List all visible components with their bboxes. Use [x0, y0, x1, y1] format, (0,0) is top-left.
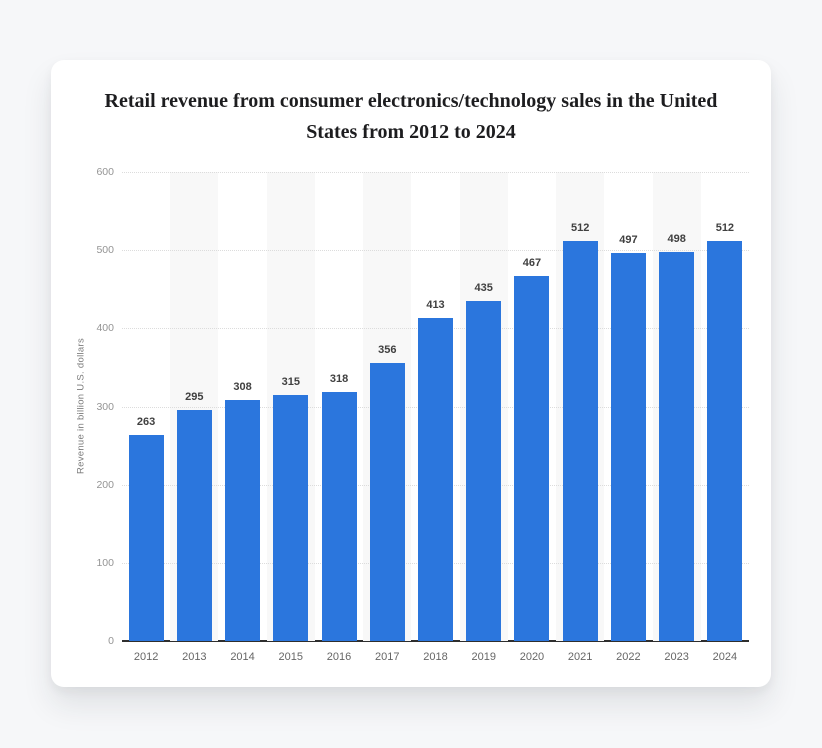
x-tick-label-2014: 2014 — [230, 651, 255, 663]
value-label-2023: 498 — [667, 232, 686, 245]
chart-card: Retail revenue from consumer electronics… — [51, 60, 771, 687]
gridline-600 — [122, 172, 749, 173]
bar-2015[interactable] — [273, 394, 309, 641]
value-label-2019: 435 — [474, 281, 493, 294]
bar-2014[interactable] — [225, 400, 261, 641]
y-tick-label-500: 500 — [96, 244, 114, 257]
x-tick-label-2022: 2022 — [616, 651, 641, 663]
value-label-2018: 413 — [426, 299, 445, 312]
bar-2019[interactable] — [466, 300, 502, 641]
value-label-2021: 512 — [571, 221, 590, 234]
x-tick-label-2017: 2017 — [375, 651, 400, 663]
chart-title: Retail revenue from consumer electronics… — [104, 90, 718, 143]
x-tick-label-2012: 2012 — [133, 651, 159, 663]
bar-2023[interactable] — [659, 251, 695, 641]
y-tick-label-400: 400 — [96, 322, 114, 335]
value-label-2017: 356 — [378, 343, 397, 356]
value-label-2012: 263 — [136, 416, 156, 429]
plot-area: Revenue in billion U.S. dollars 0 100 200 3… — [76, 166, 749, 663]
x-tick-label-2021: 2021 — [567, 651, 593, 663]
y-tick-label-100: 100 — [96, 556, 114, 569]
value-label-2022: 497 — [619, 233, 638, 246]
value-label-2013: 295 — [185, 391, 204, 404]
x-tick-label-2013: 2013 — [182, 651, 207, 663]
bar-2024[interactable] — [707, 240, 743, 641]
value-label-2015: 315 — [281, 375, 300, 388]
x-tick-label-2015: 2015 — [278, 651, 304, 663]
value-label-2014: 308 — [233, 381, 252, 394]
bar-2018[interactable] — [418, 318, 453, 641]
x-axis-line — [122, 640, 749, 642]
x-tick-label-2016: 2016 — [326, 651, 352, 663]
bar-2022[interactable] — [610, 252, 646, 641]
y-tick-label-600: 600 — [96, 166, 114, 178]
bar-2016[interactable] — [321, 392, 357, 641]
bar-2020[interactable] — [514, 275, 550, 641]
x-tick-label-2024: 2024 — [712, 651, 738, 663]
x-tick-label-2020: 2020 — [519, 651, 545, 663]
value-label-2024: 512 — [715, 221, 735, 234]
bar-2012[interactable] — [128, 435, 164, 641]
x-tick-label-2019: 2019 — [471, 651, 496, 663]
bar-2021[interactable] — [562, 240, 598, 641]
x-tick-label-2023: 2023 — [664, 651, 689, 663]
x-tick-label-2018: 2018 — [423, 651, 448, 663]
y-tick-label-0: 0 — [108, 635, 114, 647]
bar-chart: Revenue in billion U.S. dollars 0 100 200 3… — [51, 60, 771, 687]
bar-2013[interactable] — [176, 410, 212, 641]
value-label-2020: 467 — [522, 256, 542, 269]
value-label-2016: 318 — [329, 373, 349, 386]
y-tick-label-300: 300 — [96, 400, 114, 413]
bar-2017[interactable] — [369, 362, 405, 641]
gridline-500 — [122, 250, 749, 252]
y-tick-label-200: 200 — [96, 478, 114, 491]
